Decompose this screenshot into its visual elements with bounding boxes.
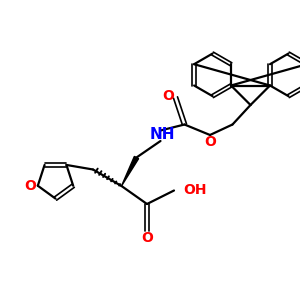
Text: OH: OH [183,184,206,197]
Text: O: O [141,232,153,245]
Text: NH: NH [149,127,175,142]
Text: O: O [162,89,174,103]
Text: O: O [204,136,216,149]
Polygon shape [122,156,139,186]
Text: O: O [24,179,36,193]
